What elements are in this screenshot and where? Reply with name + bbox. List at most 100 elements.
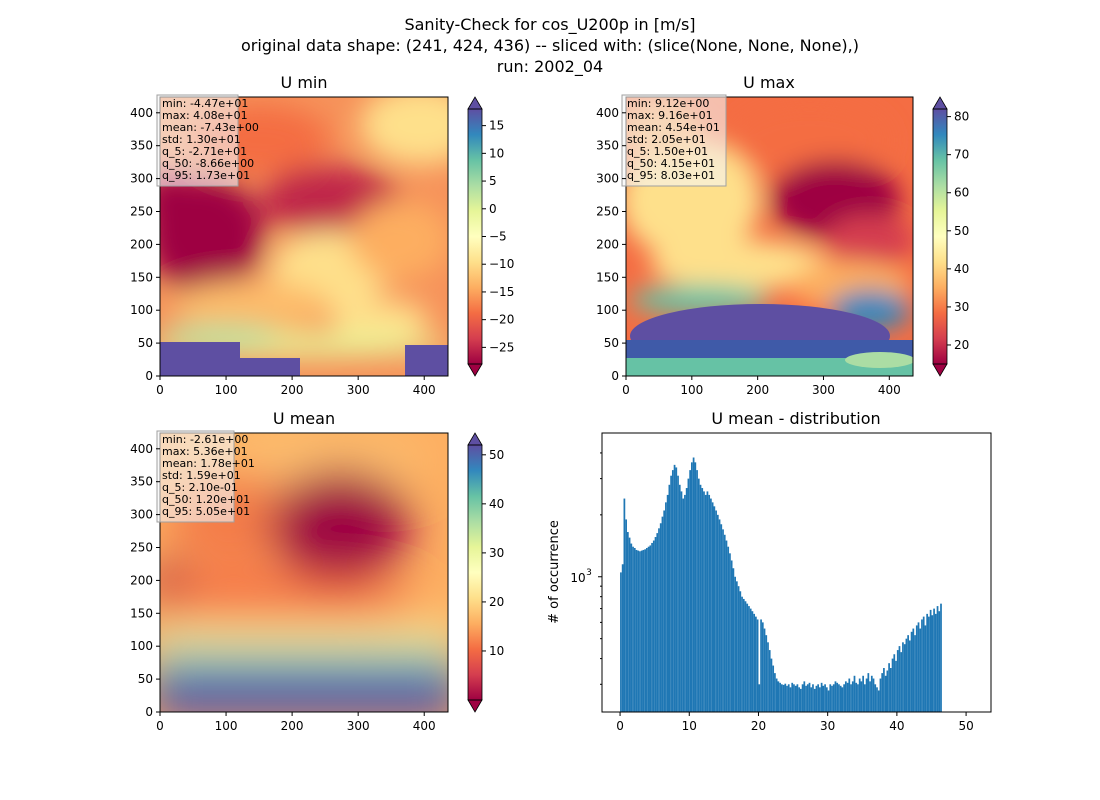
histogram-bar: [635, 549, 638, 712]
x-tick-label: 400: [878, 383, 901, 397]
x-tick-label: 200: [281, 383, 304, 397]
histogram-bar: [933, 608, 935, 712]
y-tick-label: 100: [596, 303, 619, 317]
x-tick-label: 100: [215, 383, 238, 397]
histogram-bar: [633, 547, 636, 712]
histogram-bar: [677, 475, 679, 712]
histogram-bar: [620, 572, 622, 712]
x-tick-label: 0: [616, 719, 624, 733]
histogram-bar: [922, 616, 925, 712]
histogram-bar: [623, 498, 626, 712]
histogram-bar: [756, 619, 759, 712]
x-tick-label: 10: [682, 719, 697, 733]
histogram-bar: [867, 673, 870, 712]
colorbar-tick-label: 5: [489, 174, 497, 188]
histogram-bar: [684, 494, 686, 712]
histogram-bar: [832, 684, 835, 712]
colorbar-tick-label: 40: [489, 497, 504, 511]
histogram-bar: [926, 613, 929, 712]
stat-line: std: 2.05e+01: [627, 133, 706, 146]
histogram-bar: [829, 684, 832, 712]
histogram-bar: [877, 690, 880, 712]
stat-line: q_95: 5.05e+01: [162, 505, 250, 518]
histogram-bar: [921, 619, 923, 712]
y-tick-label: 150: [596, 270, 619, 284]
histogram-bar: [931, 615, 934, 712]
histogram-bar: [798, 687, 800, 712]
histogram-y-axis: 10 3: [570, 452, 602, 685]
histogram-bar: [786, 685, 788, 712]
colorbar-tick-label: 50: [489, 448, 504, 462]
histogram-bar: [799, 688, 802, 712]
u-mean-x-axis: 0 100 200 300 400: [156, 712, 436, 733]
histogram-bar: [665, 502, 667, 712]
colorbar-extend-max: [467, 432, 483, 446]
colorbar-extend-max: [932, 96, 948, 110]
histogram-bar: [651, 542, 653, 712]
histogram-bar: [625, 519, 627, 712]
x-tick-label: 400: [413, 383, 436, 397]
histogram-bar: [656, 533, 659, 712]
histogram-bar: [794, 685, 797, 712]
histogram-bar: [796, 684, 799, 712]
histogram-bar: [727, 546, 730, 712]
histogram-bar: [777, 681, 780, 712]
histogram-bar: [853, 675, 856, 712]
y-tick-label: 0: [145, 369, 153, 383]
histogram-bar: [621, 564, 624, 712]
y-tick-label: 300: [130, 172, 153, 186]
histogram-bar: [879, 678, 882, 712]
histogram-bar: [812, 684, 814, 712]
stat-line: min: -4.47e+01: [162, 97, 248, 110]
histogram-bars: [620, 457, 942, 712]
x-tick-label: 300: [347, 719, 370, 733]
y-tick-label: 350: [130, 475, 153, 489]
histogram-bar: [919, 628, 922, 712]
histogram-bar: [701, 488, 704, 712]
x-tick-label: 300: [812, 383, 835, 397]
histogram-bar: [902, 642, 904, 712]
histogram-bar: [917, 622, 920, 712]
stat-line: min: -2.61e+00: [162, 433, 248, 446]
histogram-bar: [936, 606, 939, 712]
y-tick-label: 0: [611, 369, 619, 383]
histogram-bar: [770, 658, 773, 712]
stat-line: max: 4.08e+01: [162, 109, 248, 122]
histogram-bar: [891, 658, 894, 712]
histogram-bar: [912, 628, 915, 712]
histogram-bar: [810, 687, 813, 712]
x-tick-label: 0: [156, 719, 164, 733]
x-tick-label: 30: [820, 719, 835, 733]
histogram-bar: [732, 568, 735, 712]
u-mean-stats-box: min: -2.61e+00 max: 5.36e+01 mean: 1.78e…: [156, 430, 255, 523]
u-max-y-axis: 0 50 100 150 200 250 300 350 400: [596, 106, 626, 383]
histogram-bar: [742, 598, 745, 712]
histogram-ylabel: # of occurrence: [547, 520, 562, 624]
histogram-bar: [884, 675, 887, 712]
histogram-bar: [806, 684, 809, 712]
stat-line: max: 5.36e+01: [162, 445, 248, 458]
histogram-bar: [805, 685, 807, 712]
stat-line: q_5: 1.50e+01: [627, 145, 708, 158]
histogram-bar: [905, 638, 908, 712]
histogram-bar: [860, 681, 863, 712]
stat-line: std: 1.59e+01: [162, 469, 241, 482]
histogram-bar: [857, 684, 859, 712]
histogram-bar: [934, 613, 937, 712]
histogram-bar: [710, 498, 712, 712]
histogram-bar: [659, 523, 662, 712]
histogram-bar: [654, 537, 657, 712]
histogram-bar: [801, 684, 804, 712]
histogram-bar: [886, 670, 889, 712]
histogram-bar: [666, 494, 669, 712]
histogram-bar: [895, 660, 897, 712]
x-tick-label: 300: [347, 383, 370, 397]
histogram-bar: [908, 640, 911, 712]
y-tick-label: 250: [596, 204, 619, 218]
stat-line: max: 9.16e+01: [627, 109, 713, 122]
histogram-bar: [779, 682, 781, 712]
histogram-bar: [763, 628, 766, 712]
histogram-bar: [639, 551, 641, 712]
histogram-bar: [744, 601, 747, 712]
histogram-bar: [791, 682, 794, 712]
